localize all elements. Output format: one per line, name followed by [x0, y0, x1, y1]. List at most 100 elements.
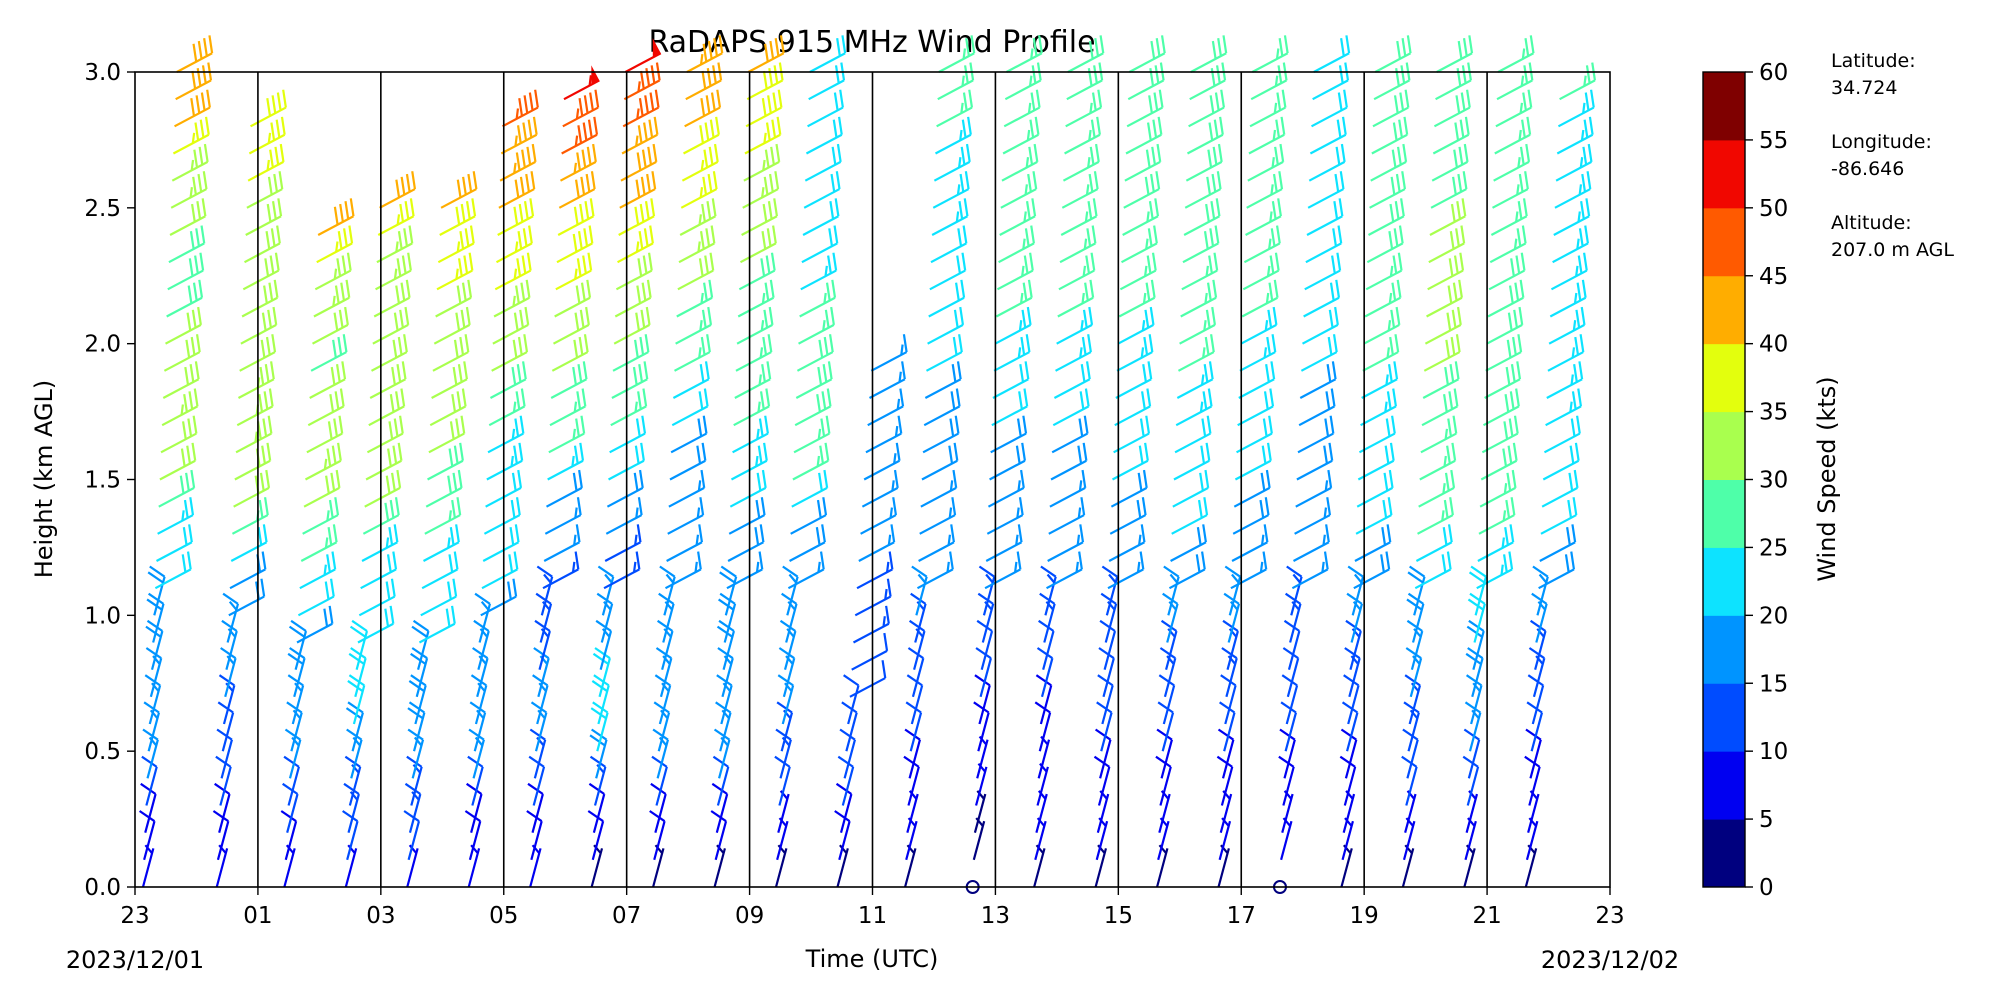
wind-barb [1110, 469, 1148, 508]
wind-barb [1433, 89, 1471, 128]
wind-barb [717, 647, 734, 698]
wind-barb [1296, 442, 1334, 481]
wind-barb [1034, 701, 1052, 752]
wind-barb [922, 415, 960, 454]
wind-barb [747, 35, 785, 73]
colorbar-tick-label: 35 [1759, 400, 1788, 426]
wind-barb [344, 844, 358, 888]
wind-barb [777, 674, 795, 725]
wind-barb [529, 728, 547, 779]
wind-barb [1465, 790, 1479, 833]
wind-barb [1036, 762, 1049, 806]
wind-barb [1367, 198, 1405, 236]
wind-barb [549, 388, 587, 427]
wind-barb [1240, 306, 1278, 345]
wind-barb [649, 810, 666, 861]
wind-barb [1311, 89, 1348, 128]
wind-barb [667, 497, 705, 535]
wind-barb [247, 143, 285, 182]
wind-barb [590, 844, 604, 888]
wind-barb [1233, 469, 1271, 508]
wind-barb [718, 592, 737, 643]
wind-barb [931, 198, 969, 236]
y-tick-label: 3.0 [84, 60, 121, 86]
wind-barb [1304, 252, 1342, 291]
wind-barb [1477, 524, 1515, 562]
wind-barb [498, 171, 536, 209]
wind-barb [421, 551, 459, 590]
wind-barb [1098, 647, 1115, 698]
wind-barb [1056, 306, 1094, 345]
wind-barb [494, 252, 532, 291]
wind-barb [1172, 469, 1210, 508]
wind-barb [431, 361, 469, 399]
wind-barb [1175, 388, 1213, 427]
wind-barb [1478, 497, 1516, 535]
wind-barb [1247, 143, 1285, 182]
wind-barb [1486, 306, 1524, 345]
wind-barb [357, 605, 395, 644]
wind-barb [487, 415, 525, 454]
wind-barb [1039, 592, 1056, 643]
wind-barb [910, 592, 927, 643]
colorbar-tick-label: 40 [1759, 332, 1788, 358]
wind-barb [404, 782, 422, 833]
wind-barb [1231, 524, 1269, 562]
wind-barb [1343, 674, 1360, 725]
wind-barb [781, 592, 798, 643]
wind-barb [672, 361, 710, 399]
wind-barb [937, 62, 975, 101]
wind-barb [985, 524, 1023, 562]
y-tick-label: 1.5 [84, 468, 121, 494]
wind-barb [592, 647, 611, 698]
wind-barb [996, 252, 1034, 291]
wind-barb [1298, 388, 1336, 427]
wind-barb [1485, 334, 1523, 372]
wind-barb [715, 701, 732, 752]
wind-barb [1038, 619, 1055, 670]
wind-barb [1048, 497, 1086, 535]
wind-barb [1124, 143, 1162, 182]
wind-barb [469, 701, 487, 752]
wind-barb [373, 279, 411, 318]
wind-barb [309, 361, 347, 399]
wind-barb [551, 334, 589, 372]
wind-barb [809, 35, 847, 73]
x-tick-label: 17 [1227, 903, 1256, 929]
wind-barb [610, 388, 648, 427]
wind-barb [595, 619, 613, 670]
wind-barb [1058, 252, 1096, 291]
wind-barb [1554, 171, 1592, 209]
wind-barb [174, 89, 211, 128]
colorbar-segment [1703, 819, 1745, 888]
wind-barb [439, 198, 477, 236]
wind-barb [804, 143, 842, 182]
wind-barb [365, 442, 403, 481]
wind-barb [1242, 252, 1280, 291]
wind-barb [1467, 592, 1486, 643]
wind-barb [558, 171, 596, 209]
wind-barb [976, 619, 994, 670]
wind-barb [710, 810, 728, 861]
wind-barb [287, 647, 306, 698]
wind-barb [1369, 171, 1407, 209]
wind-barb [313, 279, 351, 318]
wind-barb [1243, 225, 1281, 264]
wind-barb [299, 551, 337, 590]
wind-barb [287, 674, 305, 725]
x-tick-label: 23 [120, 903, 149, 929]
wind-barb [236, 388, 274, 427]
wind-barb [1219, 790, 1233, 833]
wind-barb [713, 728, 731, 779]
longitude-label: Longitude: [1831, 131, 1932, 153]
wind-barb [284, 728, 302, 779]
wind-barb [1313, 35, 1351, 73]
wind-barb [903, 755, 920, 806]
wind-barb [998, 225, 1036, 264]
wind-barb [528, 755, 546, 806]
wind-barb [1248, 116, 1286, 155]
wind-barb [587, 810, 605, 861]
wind-barb [904, 844, 917, 888]
wind-barb [533, 647, 550, 698]
wind-barb [1300, 334, 1338, 372]
